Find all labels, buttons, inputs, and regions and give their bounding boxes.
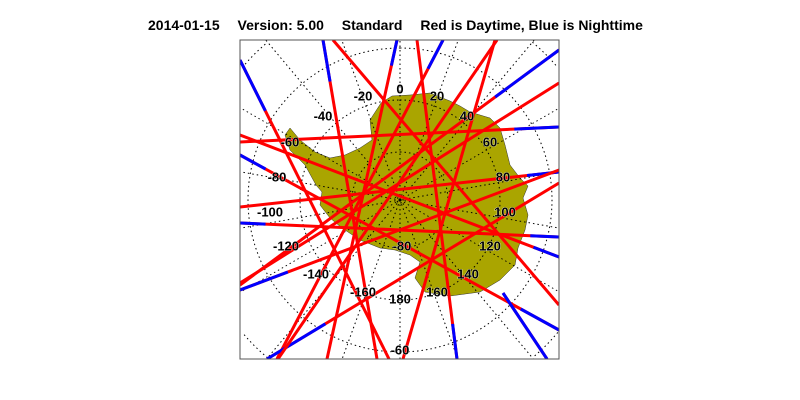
longitude-label: 80 bbox=[496, 169, 510, 184]
meridian-line bbox=[240, 107, 401, 201]
meridian-line bbox=[399, 40, 459, 201]
latitude-circle bbox=[247, 47, 553, 353]
meridian-line bbox=[399, 40, 535, 201]
nighttime-track-segment bbox=[240, 221, 266, 226]
latitude-circle bbox=[351, 151, 449, 249]
nighttime-track-segment bbox=[519, 307, 559, 332]
title-date: 2014-01-15 bbox=[148, 17, 220, 33]
meridian-line bbox=[240, 199, 401, 293]
antarctica-landmass bbox=[284, 92, 529, 297]
longitude-label: -160 bbox=[350, 284, 376, 299]
map-frame bbox=[239, 39, 560, 360]
nighttime-track-segment bbox=[451, 323, 459, 359]
longitude-label: 60 bbox=[483, 134, 497, 149]
daytime-track bbox=[240, 125, 559, 144]
longitude-label: -20 bbox=[354, 88, 373, 103]
pole-marker bbox=[398, 198, 402, 202]
longitude-label: -140 bbox=[303, 266, 329, 281]
longitude-label: -100 bbox=[257, 204, 283, 219]
longitude-label: 100 bbox=[494, 204, 516, 219]
longitude-label: 140 bbox=[457, 266, 479, 281]
daytime-track bbox=[401, 40, 497, 359]
orbit-tracks bbox=[240, 40, 559, 359]
longitude-label: -60 bbox=[281, 134, 300, 149]
daytime-track bbox=[275, 40, 445, 359]
nighttime-track-segment bbox=[266, 322, 327, 359]
daytime-track bbox=[240, 133, 559, 259]
nighttime-track-segment bbox=[494, 48, 559, 99]
nighttime-track-segment bbox=[389, 40, 399, 66]
longitude-label: 180 bbox=[389, 291, 411, 306]
longitude-label: -80 bbox=[268, 169, 287, 184]
nighttime-track-segment bbox=[532, 245, 559, 259]
nighttime-track-segment bbox=[240, 59, 267, 112]
longitude-label: -40 bbox=[314, 108, 333, 123]
daytime-track bbox=[415, 40, 459, 359]
nighttime-track-segment bbox=[240, 153, 267, 171]
longitude-label: -120 bbox=[273, 238, 299, 253]
nighttime-track-segment bbox=[426, 40, 445, 70]
title-legend: Red is Daytime, Blue is Nighttime bbox=[420, 17, 643, 33]
longitude-label: 0 bbox=[396, 81, 403, 96]
daytime-track bbox=[276, 40, 499, 359]
longitude-label: 40 bbox=[460, 108, 474, 123]
meridian-line bbox=[341, 199, 401, 359]
nighttime-track-segment bbox=[321, 40, 332, 82]
longitude-label: 20 bbox=[430, 88, 444, 103]
daytime-track bbox=[240, 153, 559, 332]
title-mode: Standard bbox=[341, 17, 403, 33]
nighttime-track-segment bbox=[501, 292, 549, 359]
meridian-line bbox=[265, 40, 401, 201]
nighttime-track-segment bbox=[514, 125, 559, 131]
daytime-track bbox=[321, 40, 379, 359]
title-version: Version: 5.00 bbox=[237, 17, 324, 33]
latitude-label: -80 bbox=[393, 238, 412, 253]
longitude-label: 120 bbox=[479, 238, 501, 253]
latitude-label: -60 bbox=[391, 342, 410, 357]
longitude-label: 160 bbox=[426, 284, 448, 299]
nighttime-track-segment bbox=[530, 234, 559, 239]
daytime-track bbox=[240, 168, 559, 292]
meridian-line bbox=[240, 171, 401, 201]
daytime-track bbox=[240, 170, 559, 209]
daytime-track bbox=[331, 40, 559, 306]
nighttime-track-segment bbox=[240, 270, 289, 292]
plot-title: 2014-01-15 Version: 5.00 Standard Red is… bbox=[148, 17, 657, 33]
daytime-track bbox=[325, 40, 399, 359]
